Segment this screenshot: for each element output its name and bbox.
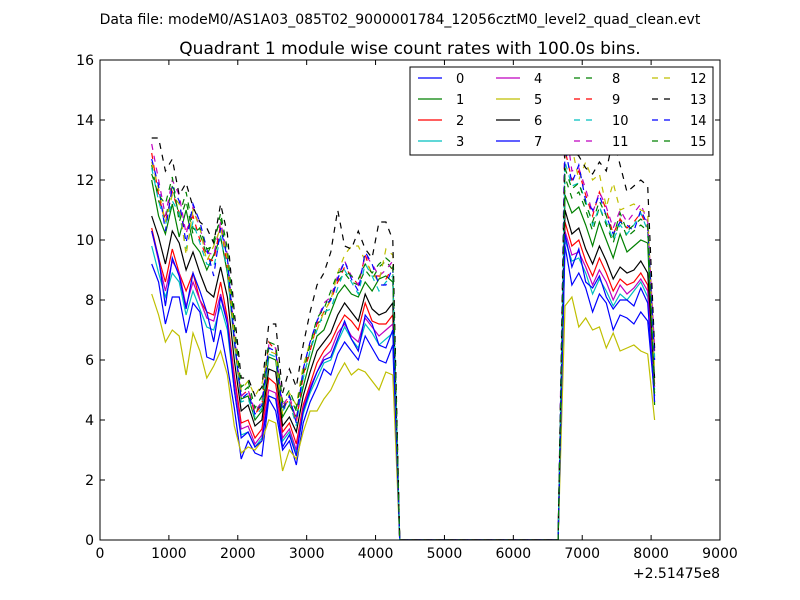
y-tick-label: 12 xyxy=(76,173,94,189)
legend-label-7: 7 xyxy=(534,135,542,150)
x-offset-label: +2.51475e8 xyxy=(633,566,720,582)
legend-label-13: 13 xyxy=(690,93,707,108)
y-tick-label: 6 xyxy=(85,353,94,369)
legend-label-5: 5 xyxy=(534,93,542,108)
series-line-8 xyxy=(151,164,656,540)
legend-label-10: 10 xyxy=(612,114,629,129)
series-line-15 xyxy=(151,167,656,540)
series-line-2 xyxy=(151,221,656,540)
legend-label-14: 14 xyxy=(690,114,707,129)
legend-label-1: 1 xyxy=(456,93,464,108)
y-tick-label: 16 xyxy=(76,53,94,69)
legend-label-12: 12 xyxy=(690,72,707,87)
series-line-7 xyxy=(151,230,656,540)
series-line-13 xyxy=(151,137,656,540)
chart-title: Quadrant 1 module wise count rates with … xyxy=(179,39,640,59)
legend-box xyxy=(409,66,714,156)
legend-label-6: 6 xyxy=(534,114,542,129)
y-tick-label: 2 xyxy=(85,473,94,489)
x-tick-label: 9000 xyxy=(702,546,738,562)
legend-label-9: 9 xyxy=(612,93,620,108)
series-line-12 xyxy=(151,145,656,540)
y-tick-label: 14 xyxy=(76,113,94,129)
series-line-6 xyxy=(151,209,656,540)
x-tick-label: 6000 xyxy=(496,546,532,562)
series-line-5 xyxy=(151,293,656,540)
legend-label-8: 8 xyxy=(612,72,620,87)
y-tick-label: 4 xyxy=(85,413,94,429)
x-tick-label: 7000 xyxy=(564,546,600,562)
y-tick-label: 8 xyxy=(85,293,94,309)
data-file-label: Data file: modeM0/AS1A03_085T02_90000017… xyxy=(100,12,701,28)
legend-label-3: 3 xyxy=(456,135,464,150)
legend-label-2: 2 xyxy=(456,114,464,129)
series-line-10 xyxy=(151,161,656,540)
legend-label-11: 11 xyxy=(612,135,629,150)
legend-label-4: 4 xyxy=(534,72,542,87)
x-tick-label: 4000 xyxy=(358,546,394,562)
x-tick-label: 0 xyxy=(96,546,105,562)
x-tick-label: 1000 xyxy=(151,546,187,562)
series-line-0 xyxy=(151,245,656,540)
series-layer xyxy=(151,119,656,540)
x-tick-label: 2000 xyxy=(220,546,256,562)
legend-label-15: 15 xyxy=(690,135,707,150)
x-tick-label: 8000 xyxy=(633,546,669,562)
x-tick-label: 5000 xyxy=(427,546,463,562)
x-tick-label: 3000 xyxy=(289,546,325,562)
y-tick-label: 0 xyxy=(85,533,94,549)
series-line-3 xyxy=(151,239,656,540)
series-line-4 xyxy=(151,230,656,540)
legend-label-0: 0 xyxy=(456,72,464,87)
x-axis: 0 1000 2000 3000 4000 5000 6000 7000 8000 9000 xyxy=(96,60,738,562)
y-tick-label: 10 xyxy=(76,233,94,249)
series-line-14 xyxy=(151,146,656,540)
